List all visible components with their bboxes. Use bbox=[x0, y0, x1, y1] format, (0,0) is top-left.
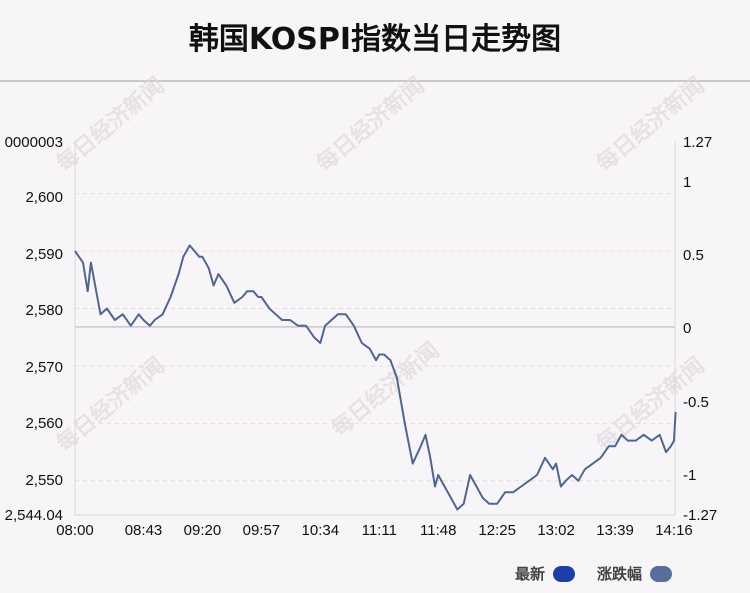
gridlines bbox=[75, 193, 675, 482]
y-left-tick-label: 0000003 bbox=[5, 134, 63, 151]
y-left-tick-label: 2,560 bbox=[25, 415, 63, 432]
legend-change-label: 涨跌幅 bbox=[596, 565, 642, 583]
y-left-tick-label: 2,580 bbox=[25, 302, 63, 319]
legend: 最新 涨跌幅 bbox=[515, 563, 686, 584]
y-right-tick-label: -1 bbox=[683, 467, 696, 484]
x-tick-label: 13:39 bbox=[596, 522, 634, 539]
watermark-text: 每日经济新闻 bbox=[592, 72, 710, 177]
y-right-tick-label: -0.5 bbox=[683, 394, 709, 411]
y-left-tick-label: 2,550 bbox=[25, 472, 63, 489]
legend-latest-swatch bbox=[552, 565, 575, 582]
x-tick-label: 11:11 bbox=[362, 522, 397, 539]
y-right-tick-label: 0 bbox=[683, 320, 691, 337]
x-tick-label: 11:48 bbox=[420, 522, 456, 539]
watermark-text: 每日经济新闻 bbox=[52, 352, 170, 457]
y-right-tick-label: 1.27 bbox=[683, 134, 712, 151]
y-left-tick-label: 2,600 bbox=[25, 189, 63, 206]
x-tick-label: 08:43 bbox=[125, 522, 163, 539]
x-tick-label: 09:20 bbox=[184, 522, 222, 539]
y-left-tick-label: 2,544.04 bbox=[5, 507, 63, 524]
x-tick-label: 10:34 bbox=[302, 522, 340, 539]
chart-title: 韩国KOSPI指数当日走势图 bbox=[188, 22, 562, 57]
price-line bbox=[74, 244, 677, 511]
y-right-tick-label: 1 bbox=[683, 174, 691, 191]
x-tick-label: 14:16 bbox=[655, 522, 693, 539]
title-separator bbox=[0, 80, 750, 82]
watermark-text: 每日经济新闻 bbox=[327, 337, 445, 442]
y-right-tick-label: 0.5 bbox=[683, 247, 704, 264]
x-tick-labels: 08:00 08:43 09:20 09:57 10:34 11:11 11:48 12:25… bbox=[56, 522, 693, 539]
y-left-tick-label: 2,570 bbox=[25, 359, 63, 376]
legend-change-swatch bbox=[650, 565, 672, 582]
watermark-text: 每日经济新闻 bbox=[52, 72, 170, 177]
x-tick-label: 12:25 bbox=[478, 522, 516, 539]
y-right-tick-label: -1.27 bbox=[683, 507, 717, 524]
x-tick-label: 08:00 bbox=[56, 522, 94, 539]
y-right-tick-labels: -1.27 -1 -0.5 0 0.5 1 1.27 bbox=[683, 134, 717, 524]
legend-latest-label: 最新 bbox=[514, 565, 545, 583]
y-left-tick-label: 2,590 bbox=[25, 246, 63, 263]
axes bbox=[74, 142, 676, 516]
watermark-text: 每日经济新闻 bbox=[312, 72, 430, 177]
x-tick-label: 09:57 bbox=[243, 522, 281, 539]
x-tick-label: 13:02 bbox=[537, 522, 575, 539]
series-layer bbox=[74, 244, 677, 511]
y-left-tick-labels: 2,544.04 2,550 2,560 2,570 2,580 2,590 2,600 00… bbox=[5, 134, 63, 524]
